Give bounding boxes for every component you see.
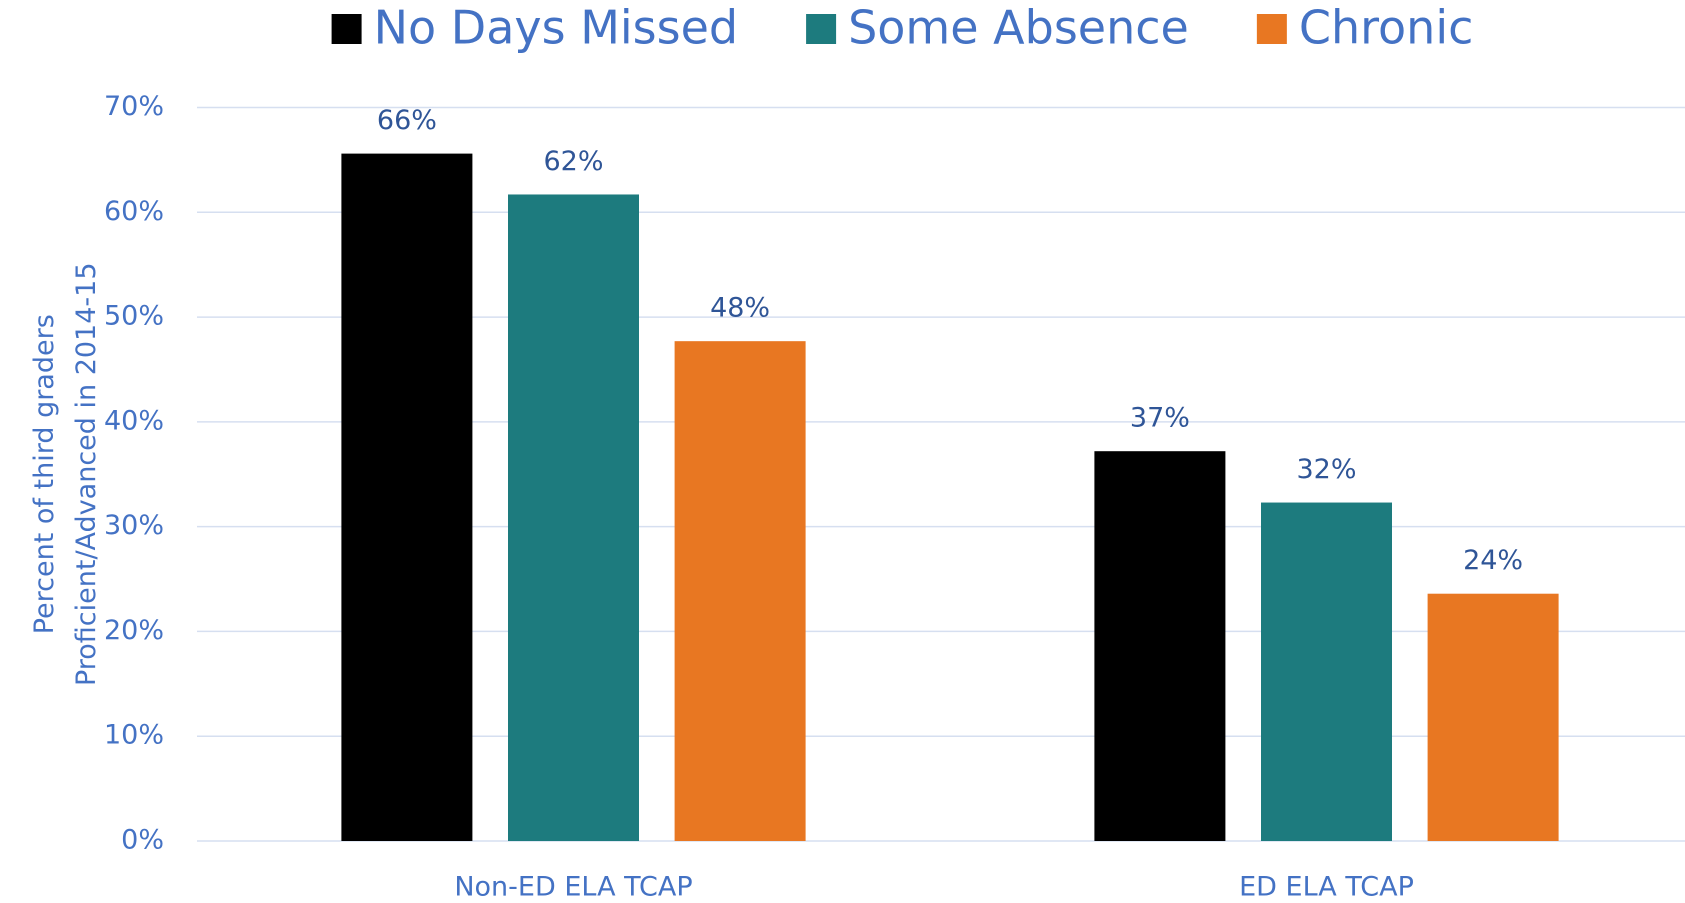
legend-label: No Days Missed xyxy=(374,1,739,55)
data-label: 37% xyxy=(1130,403,1190,434)
legend-label: Chronic xyxy=(1299,1,1474,55)
legend-swatch xyxy=(331,14,362,44)
bar xyxy=(1261,502,1392,841)
y-tick-label: 50% xyxy=(104,301,164,332)
data-label: 32% xyxy=(1296,454,1356,485)
x-tick-label: ED ELA TCAP xyxy=(1239,872,1414,903)
y-tick-label: 40% xyxy=(104,405,164,436)
y-axis-label-line: Percent of third graders xyxy=(29,314,60,634)
data-label: 48% xyxy=(710,293,770,324)
data-label: 66% xyxy=(377,105,437,136)
x-tick-label: Non-ED ELA TCAP xyxy=(454,872,692,903)
data-label: 24% xyxy=(1463,545,1523,576)
legend-label: Some Absence xyxy=(848,1,1189,55)
y-tick-label: 0% xyxy=(121,825,164,856)
y-axis-label: Percent of third graders Proficient/Advan… xyxy=(29,262,102,686)
bar xyxy=(1094,451,1226,841)
y-tick-label: 30% xyxy=(104,510,164,541)
y-tick-label: 60% xyxy=(104,196,164,227)
y-axis-label-line: Proficient/Advanced in 2014-15 xyxy=(71,262,102,686)
bar xyxy=(508,194,639,841)
data-label: 62% xyxy=(543,146,603,177)
bar xyxy=(674,341,806,841)
y-tick-label: 10% xyxy=(104,720,164,751)
bar xyxy=(1427,593,1559,841)
legend-swatch xyxy=(806,14,837,44)
legend-swatch xyxy=(1256,14,1287,44)
bar xyxy=(341,153,473,841)
y-tick-label: 20% xyxy=(104,615,164,646)
legend: No Days Missed Some Absence Chronic xyxy=(331,1,1474,55)
y-tick-label: 70% xyxy=(104,91,164,122)
